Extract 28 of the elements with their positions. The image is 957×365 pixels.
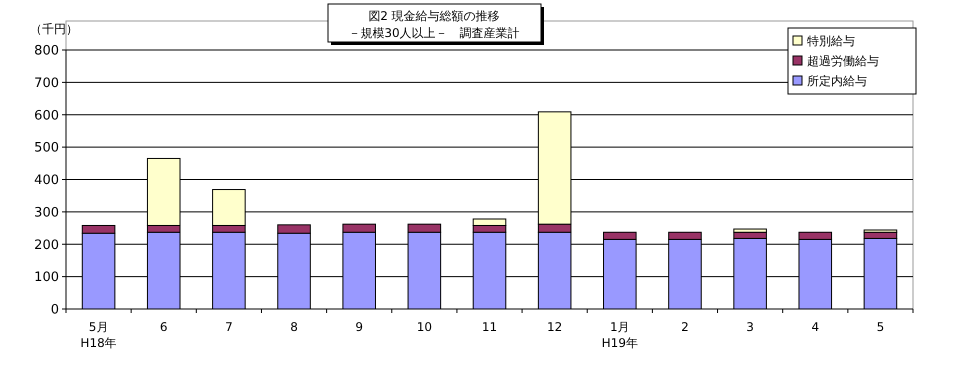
chart-subtitle: －規模30人以上－ 調査産業計: [348, 26, 520, 40]
legend-label: 超過労働給与: [807, 54, 879, 68]
x-tick-label: 9: [355, 320, 364, 334]
y-tick-label: 500: [34, 140, 59, 156]
x-tick-label: 7: [225, 320, 233, 334]
x-tick-label: 6: [160, 320, 168, 334]
y-tick-label: 0: [50, 302, 59, 318]
x-tick-label: 11: [482, 320, 498, 334]
x-tick-label: 2: [681, 320, 689, 334]
y-tick-label: 100: [34, 270, 59, 286]
x-tick-label: 5: [876, 320, 884, 334]
x-tick-label: 5月 H18年: [80, 320, 117, 350]
y-tick-label: 700: [34, 76, 59, 91]
y-tick-label: 400: [34, 173, 59, 188]
x-tick-label: 8: [290, 320, 298, 334]
y-tick-label: 200: [34, 238, 59, 253]
y-tick-label: 600: [34, 108, 59, 124]
legend-label: 所定内給与: [807, 74, 867, 88]
y-axis-title: （千円）: [30, 22, 78, 36]
x-tick-label: 10: [416, 320, 432, 334]
x-tick-label: 1月 H19年: [602, 320, 638, 350]
x-tick-label: 12: [547, 320, 562, 334]
y-tick-label: 800: [34, 44, 59, 59]
x-tick-label: 4: [811, 320, 820, 334]
legend-label: 特別給与: [807, 34, 855, 48]
y-tick-label: 300: [34, 205, 59, 220]
chart-title: 図2 現金給与総額の推移: [368, 9, 500, 23]
x-tick-label: 3: [746, 320, 754, 334]
